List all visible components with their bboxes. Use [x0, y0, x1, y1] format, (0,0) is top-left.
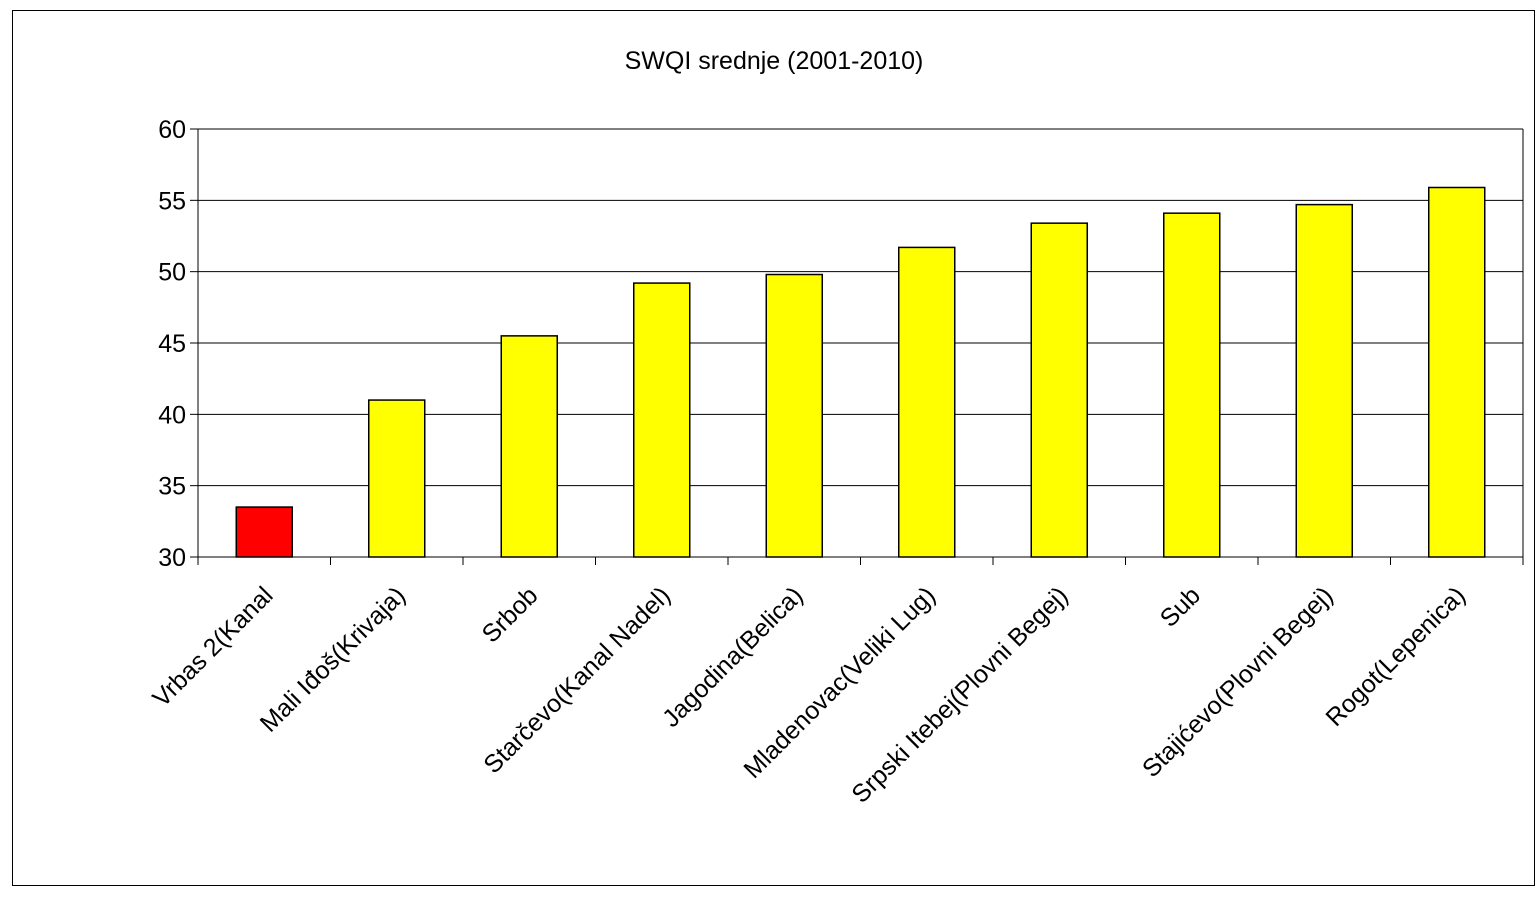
category-label: Sub — [1155, 581, 1206, 632]
bar — [1428, 186, 1486, 558]
bar-chart: SWQI srednje (2001-2010) 30 35 40 45 50 55 60 V… — [147, 47, 1524, 809]
y-tick-label: 40 — [158, 401, 186, 429]
bars — [235, 186, 1486, 558]
category-label: Srpski Itebej(Plovni Begej) — [846, 581, 1073, 808]
y-tick-label: 55 — [158, 187, 186, 215]
bar — [898, 246, 956, 558]
y-tick-label: 45 — [158, 330, 186, 358]
category-label: Srbob — [477, 581, 544, 648]
chart-title: SWQI srednje (2001-2010) — [625, 47, 924, 75]
category-label: Jagodina(Belica) — [657, 581, 808, 732]
bar — [765, 273, 823, 558]
bar — [500, 335, 558, 558]
chart-frame: SWQI srednje (2001-2010) 30 35 40 45 50 55 60 V… — [12, 10, 1535, 886]
y-tick-label: 60 — [158, 116, 186, 144]
bar — [1030, 222, 1088, 558]
y-tick-label: 35 — [158, 473, 186, 501]
bar — [368, 399, 426, 558]
bar — [1163, 212, 1221, 558]
axes — [190, 128, 1524, 565]
bar — [235, 506, 293, 558]
bar — [1295, 203, 1353, 558]
y-tick-label: 30 — [158, 544, 186, 572]
category-label: Mali Iđoš(Krivaja) — [255, 581, 411, 737]
y-tick-label: 50 — [158, 259, 186, 287]
category-label: Rogot(Lepenica) — [1320, 581, 1471, 732]
bar — [633, 282, 691, 558]
category-label: Vrbas 2(Kanal — [147, 581, 278, 712]
